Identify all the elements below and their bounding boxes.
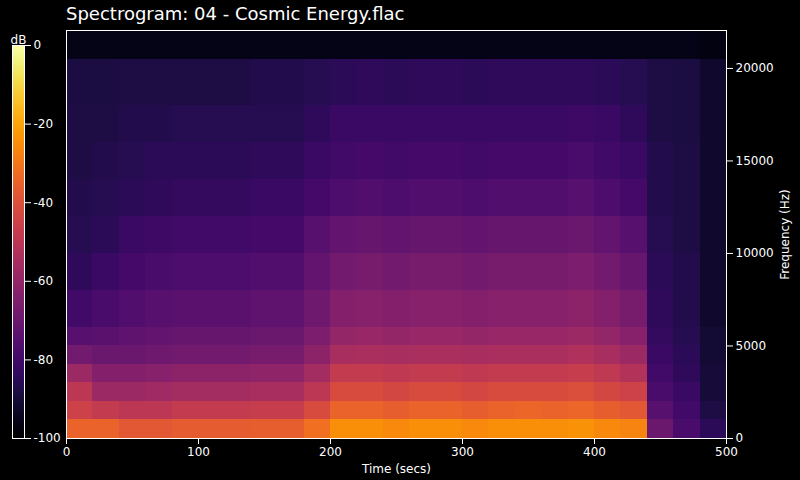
svg-text:-80: -80 (34, 353, 54, 367)
svg-text:400: 400 (583, 445, 606, 459)
svg-text:15000: 15000 (736, 154, 774, 168)
svg-text:300: 300 (451, 445, 474, 459)
svg-text:0: 0 (34, 38, 42, 52)
svg-text:200: 200 (319, 445, 342, 459)
svg-text:5000: 5000 (736, 339, 767, 353)
svg-text:dB: dB (11, 33, 27, 47)
svg-text:-40: -40 (34, 196, 54, 210)
svg-text:-60: -60 (34, 274, 54, 288)
svg-text:100: 100 (187, 445, 210, 459)
svg-text:Frequency (Hz): Frequency (Hz) (778, 189, 792, 280)
svg-text:-20: -20 (34, 117, 54, 131)
svg-text:Time (secs): Time (secs) (361, 462, 431, 476)
svg-text:-100: -100 (34, 431, 61, 445)
html-text:Spectrogram: 04 - Cosmic Energ: Spectrogram: 04 - Cosmic Energy.flac (66, 3, 405, 24)
svg-text:0: 0 (63, 445, 71, 459)
svg-text:0: 0 (736, 431, 744, 445)
svg-text:10000: 10000 (736, 246, 774, 260)
svg-text:20000: 20000 (736, 61, 774, 75)
svg-text:500: 500 (715, 445, 738, 459)
